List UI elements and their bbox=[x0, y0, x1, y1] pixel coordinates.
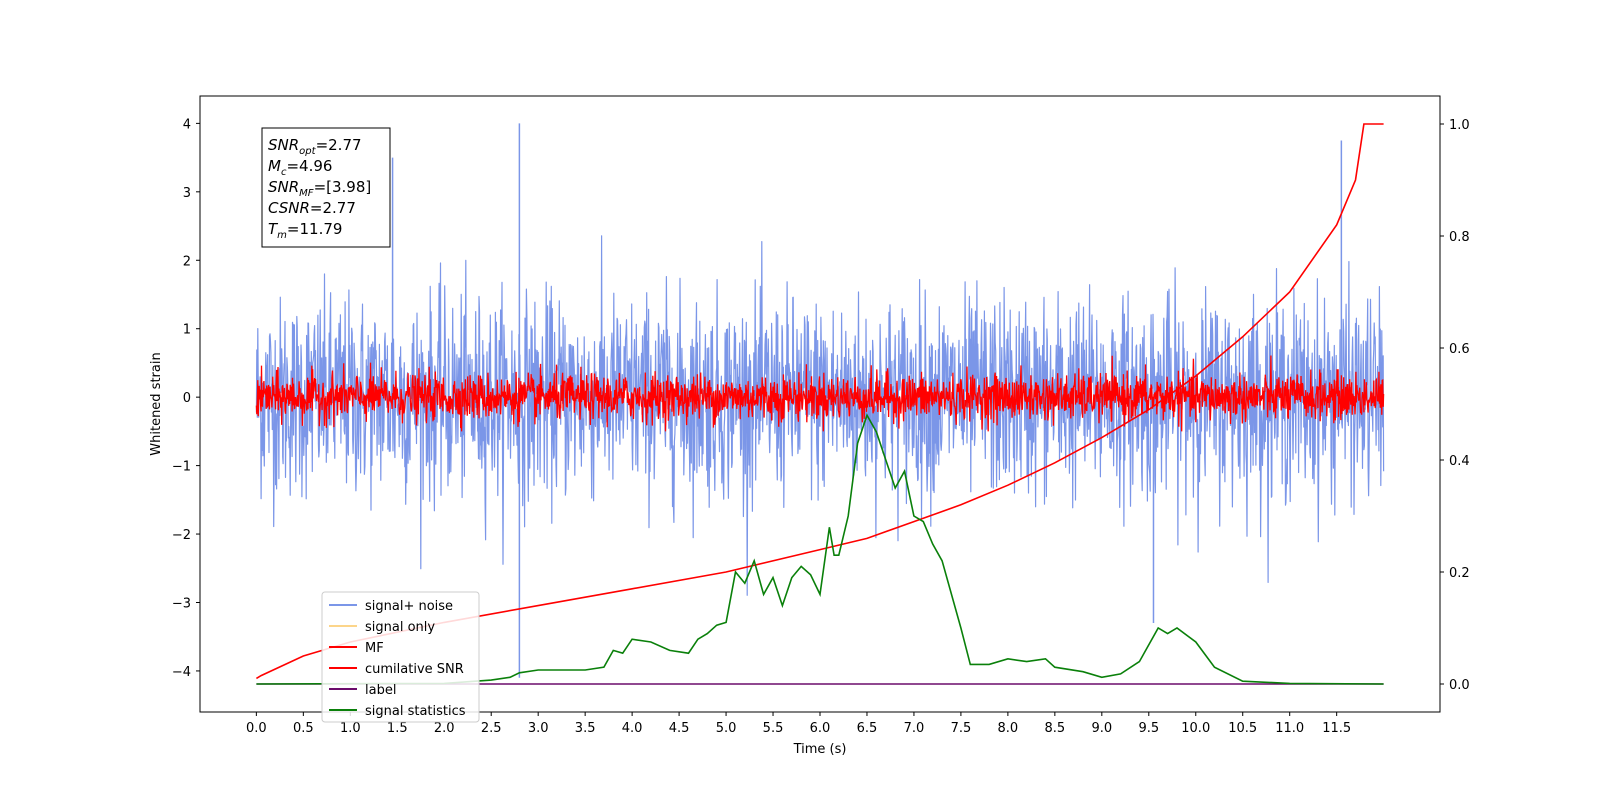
info-subscript: m bbox=[277, 230, 287, 241]
x-tick-label: 8.5 bbox=[1045, 721, 1066, 736]
x-tick-label: 4.5 bbox=[669, 721, 690, 736]
legend-item[interactable]: label bbox=[329, 683, 396, 698]
x-tick-label: 9.0 bbox=[1091, 721, 1112, 736]
y-right-tick-label: 1.0 bbox=[1449, 118, 1470, 133]
legend-label: signal+ noise bbox=[365, 599, 453, 614]
info-symbol: CSNR bbox=[268, 199, 310, 217]
x-axis: 0.0 0.5 1.0 1.5 2.0 2.5 3.0 3.5 4.0 4.5 5.0 5.5 6.0 6… bbox=[246, 712, 1351, 736]
info-value: =2.77 bbox=[316, 136, 362, 154]
info-value: =4.96 bbox=[286, 157, 332, 175]
legend-label: cumilative SNR bbox=[365, 662, 464, 677]
y-axis-label: Whitened strain bbox=[149, 352, 164, 455]
x-tick-label: 7.5 bbox=[951, 721, 972, 736]
x-tick-label: 11.5 bbox=[1322, 721, 1351, 736]
info-box-line: Mc=4.96 bbox=[268, 157, 332, 178]
info-box: SNRopt=2.77Mc=4.96SNRMF=[3.98]CSNR=2.77T… bbox=[261, 127, 391, 248]
info-box-line: Tm=11.79 bbox=[268, 220, 342, 241]
y-left-tick-label: 0 bbox=[183, 391, 191, 406]
legend-item[interactable]: signal statistics bbox=[329, 704, 466, 719]
y-left-tick-label: −3 bbox=[172, 596, 191, 611]
y-right-tick-label: 0.4 bbox=[1449, 454, 1470, 469]
legend-label: MF bbox=[365, 641, 384, 656]
info-symbol: M bbox=[268, 157, 281, 175]
x-tick-label: 6.0 bbox=[810, 721, 831, 736]
info-box-frame bbox=[261, 127, 391, 248]
y-right-tick-label: 0.6 bbox=[1449, 342, 1470, 357]
x-tick-label: 2.0 bbox=[434, 721, 455, 736]
x-tick-label: 10.5 bbox=[1228, 721, 1257, 736]
y-left-tick-label: 3 bbox=[183, 186, 191, 201]
legend-label: signal statistics bbox=[365, 704, 466, 719]
x-tick-label: 3.0 bbox=[528, 721, 549, 736]
series-signal-statistics-line bbox=[256, 413, 1384, 685]
info-value: =[3.98] bbox=[314, 178, 372, 196]
info-value: =2.77 bbox=[310, 199, 356, 217]
x-tick-label: 3.5 bbox=[575, 721, 596, 736]
x-tick-label: 1.5 bbox=[387, 721, 408, 736]
info-value: =11.79 bbox=[287, 220, 343, 238]
x-tick-label: 1.0 bbox=[340, 721, 361, 736]
series-mf-line bbox=[255, 355, 1385, 432]
legend-label: label bbox=[365, 683, 396, 698]
info-subscript: c bbox=[281, 167, 287, 178]
info-subscript: MF bbox=[299, 188, 314, 199]
y-left-tick-label: −4 bbox=[172, 665, 191, 680]
info-symbol: SNR bbox=[268, 136, 299, 154]
info-box-line: SNRopt=2.77 bbox=[268, 136, 362, 157]
legend-label: signal only bbox=[365, 620, 435, 635]
y-left-tick-label: 1 bbox=[183, 323, 191, 338]
x-tick-label: 5.0 bbox=[716, 721, 737, 736]
legend-item[interactable]: cumilative SNR bbox=[329, 662, 464, 677]
y-right-tick-label: 0.2 bbox=[1449, 566, 1470, 581]
y-axis-right: 0.0 0.2 0.4 0.6 0.8 1.0 bbox=[1440, 118, 1470, 693]
x-tick-label: 11.0 bbox=[1275, 721, 1304, 736]
info-box-line: CSNR=2.77 bbox=[268, 199, 356, 217]
legend-item[interactable]: MF bbox=[329, 641, 384, 656]
info-box-line: SNRMF=[3.98] bbox=[268, 178, 371, 199]
x-tick-label: 8.0 bbox=[998, 721, 1019, 736]
x-tick-label: 5.5 bbox=[763, 721, 784, 736]
legend-item[interactable]: signal only bbox=[329, 620, 435, 635]
legend-item[interactable]: signal+ noise bbox=[329, 599, 453, 614]
info-symbol: SNR bbox=[268, 178, 299, 196]
y-left-tick-label: −1 bbox=[172, 460, 191, 475]
x-tick-label: 0.5 bbox=[293, 721, 314, 736]
info-symbol: T bbox=[268, 220, 279, 238]
x-axis-label: Time (s) bbox=[793, 742, 847, 757]
y-left-tick-label: −2 bbox=[172, 528, 191, 543]
x-tick-label: 2.5 bbox=[481, 721, 502, 736]
info-subscript: opt bbox=[299, 146, 316, 157]
x-tick-label: 10.0 bbox=[1181, 721, 1210, 736]
x-tick-label: 0.0 bbox=[246, 721, 267, 736]
y-left-tick-label: 2 bbox=[183, 254, 191, 269]
legend[interactable]: signal+ noise signal only MF cumilative SNR… bbox=[321, 591, 480, 723]
x-tick-label: 7.0 bbox=[904, 721, 925, 736]
x-tick-label: 6.5 bbox=[857, 721, 878, 736]
x-tick-label: 9.5 bbox=[1138, 721, 1159, 736]
y-left-tick-label: 4 bbox=[183, 117, 191, 132]
y-axis-left: −4 −3 −2 −1 0 1 2 3 4 bbox=[172, 117, 200, 680]
y-right-tick-label: 0.8 bbox=[1449, 230, 1470, 245]
y-right-tick-label: 0.0 bbox=[1449, 678, 1470, 693]
legend-frame bbox=[321, 591, 480, 723]
x-tick-label: 4.0 bbox=[622, 721, 643, 736]
